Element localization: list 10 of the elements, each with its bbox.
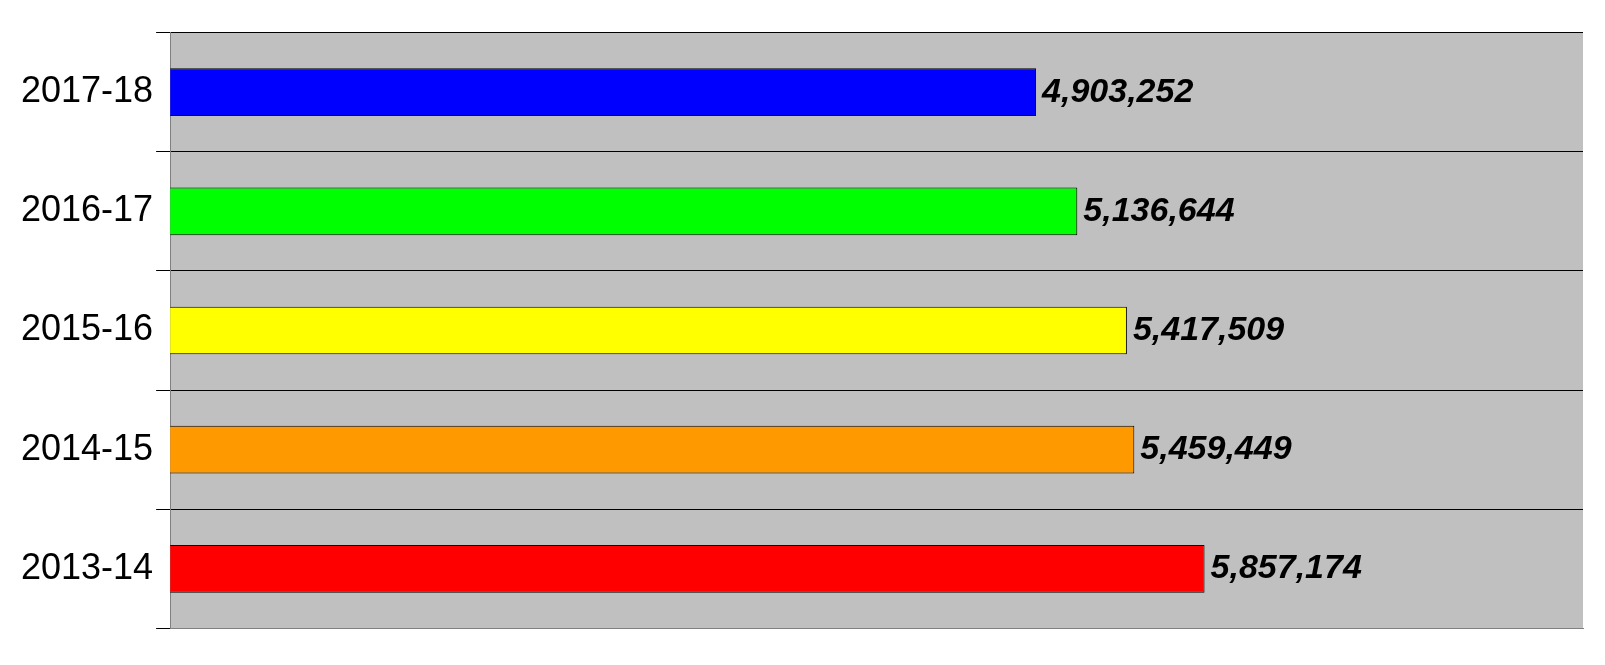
data-label: 5,136,644 <box>1083 189 1235 228</box>
data-label: 5,417,509 <box>1132 308 1285 347</box>
y-tick-label: 2017-18 <box>20 69 154 111</box>
data-label: 5,857,174 <box>1210 547 1362 586</box>
y-tick-label: 2015-16 <box>20 307 154 349</box>
y-tick-label: 2014-15 <box>20 426 154 468</box>
y-tick-label: 2016-17 <box>20 188 154 230</box>
data-label: 4,903,252 <box>1041 70 1194 109</box>
y-tick-label: 2013-14 <box>20 545 154 587</box>
data-label: 5,459,449 <box>1140 428 1292 467</box>
